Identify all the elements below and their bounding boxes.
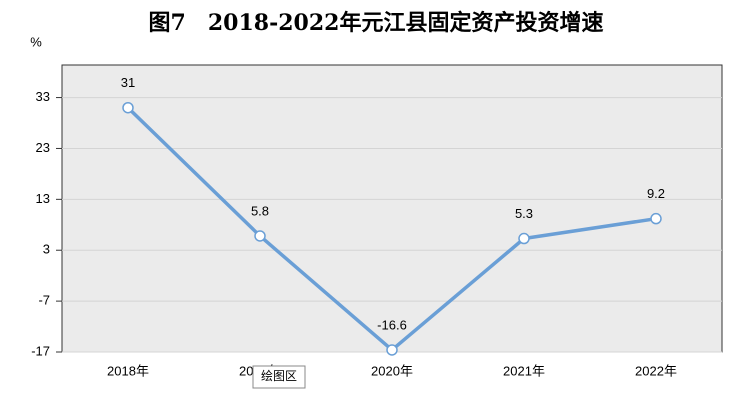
marks: [122, 101, 662, 356]
plot-area: [61, 64, 723, 353]
y-tick-label: 3: [43, 242, 50, 257]
y-tick-label: 13: [36, 191, 50, 206]
y-axis-unit: %: [30, 34, 42, 49]
data-label: 5.8: [251, 203, 269, 218]
y-tick-label: 23: [36, 140, 50, 155]
x-tick-label: 2021年: [503, 363, 545, 378]
point: [386, 344, 398, 356]
y-tick-label: 33: [36, 89, 50, 104]
x-tick-label: 2022年: [635, 363, 677, 378]
point: [518, 232, 530, 245]
point: [650, 212, 662, 225]
x-tick-label: 2018年: [107, 363, 149, 378]
chart-title: 图7 2018-2022年元江县固定资产投资增速: [149, 10, 604, 36]
tooltip: 绘图区: [252, 365, 306, 389]
point: [122, 101, 134, 114]
tooltip-box: [252, 365, 306, 389]
data-label: 31: [121, 75, 135, 90]
data-label: -16.6: [377, 317, 407, 332]
data-label: 9.2: [647, 186, 665, 201]
data-label: 5.3: [515, 206, 533, 221]
y-tick-label: -17: [31, 343, 50, 358]
point: [254, 230, 266, 242]
tooltip-text: 绘图区: [261, 368, 297, 383]
x-tick-label: 2020年: [371, 363, 413, 378]
y-tick-label: -7: [38, 293, 50, 308]
